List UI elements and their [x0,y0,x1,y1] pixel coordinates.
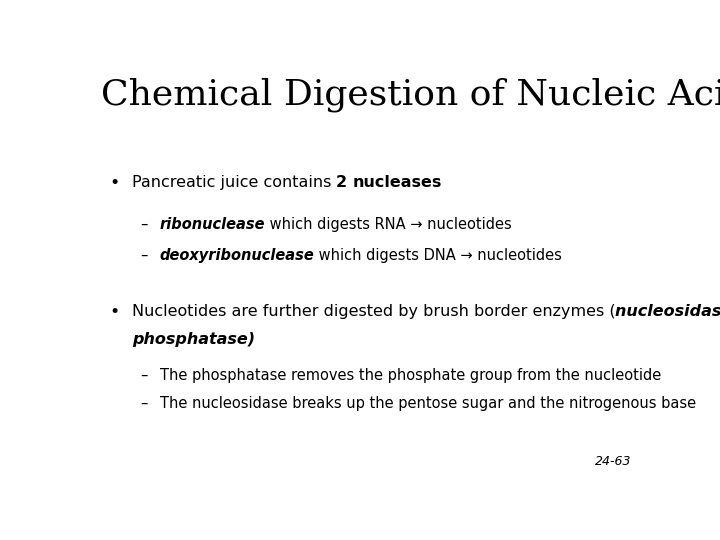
Text: The phosphatase removes the phosphate group from the nucleotide: The phosphatase removes the phosphate gr… [160,368,661,382]
Text: –: – [140,396,148,411]
Text: Chemical Digestion of Nucleic Acids: Chemical Digestion of Nucleic Acids [101,77,720,112]
Text: –: – [140,248,148,263]
Text: nucleases: nucleases [353,175,443,190]
Text: –: – [140,217,148,232]
Text: 2: 2 [336,175,353,190]
Text: ribonuclease: ribonuclease [160,217,265,232]
Text: which digests DNA → nucleotides: which digests DNA → nucleotides [315,248,562,263]
Text: 24-63: 24-63 [595,455,631,468]
Text: •: • [109,304,120,321]
Text: •: • [109,175,120,192]
Text: nucleosidase and: nucleosidase and [616,304,720,319]
Text: which digests RNA → nucleotides: which digests RNA → nucleotides [265,217,512,232]
Text: Nucleotides are further digested by brush border enzymes (: Nucleotides are further digested by brus… [132,304,616,319]
Text: Pancreatic juice contains: Pancreatic juice contains [132,175,336,190]
Text: The nucleosidase breaks up the pentose sugar and the nitrogenous base: The nucleosidase breaks up the pentose s… [160,396,696,411]
Text: deoxyribonuclease: deoxyribonuclease [160,248,315,263]
Text: phosphatase): phosphatase) [132,332,255,347]
Text: –: – [140,368,148,382]
